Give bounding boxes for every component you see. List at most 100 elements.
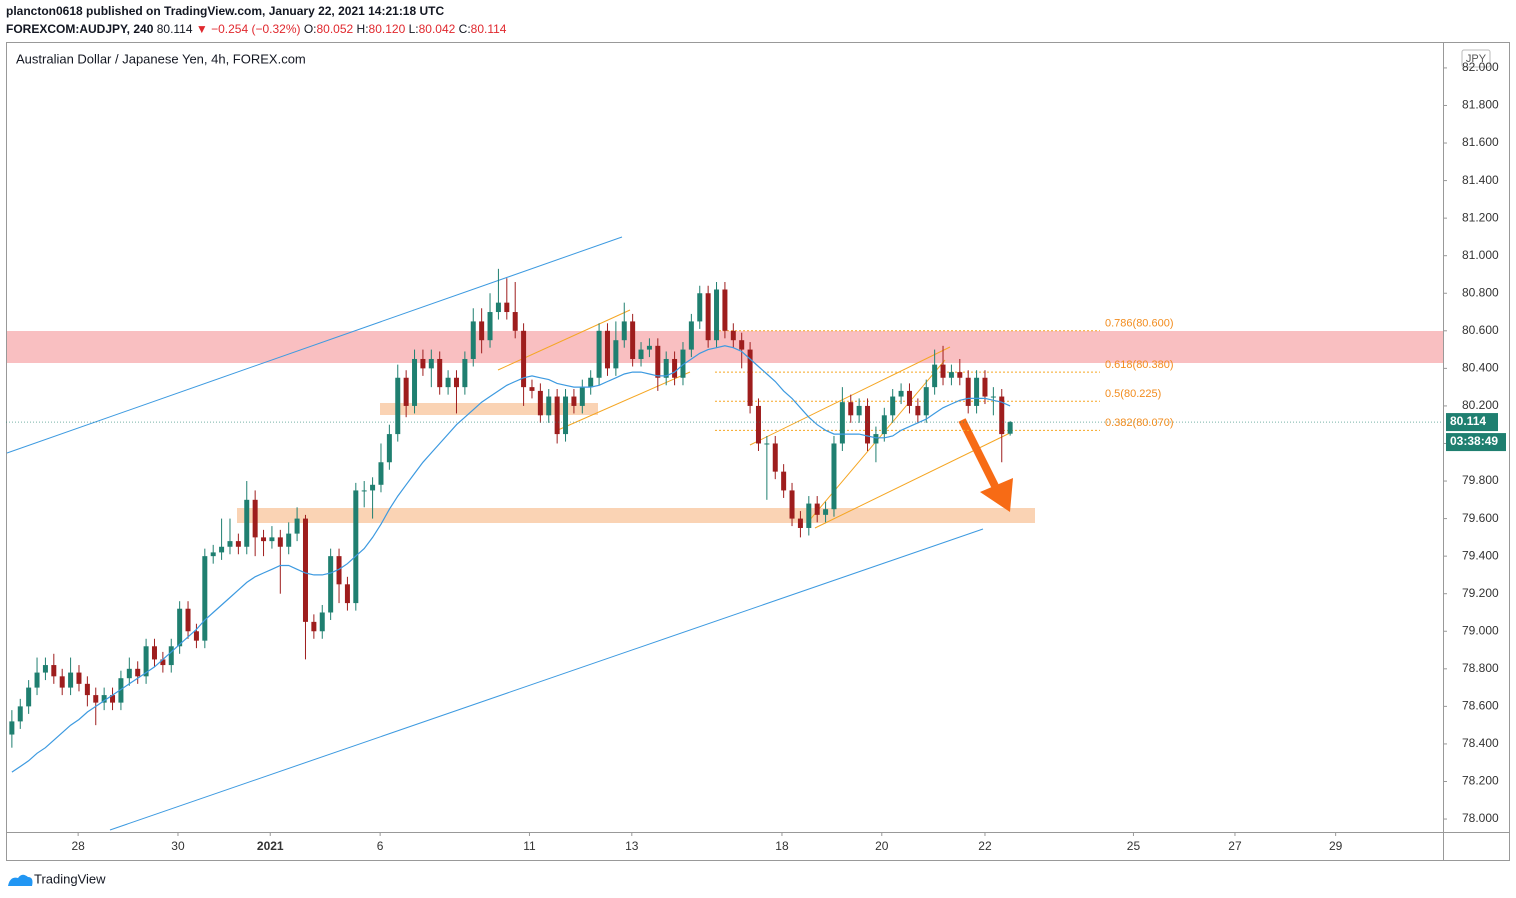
x-tick-label: 20: [875, 839, 889, 853]
y-tick-label: 81.200: [1462, 210, 1499, 224]
y-tick-label: 79.200: [1462, 586, 1499, 600]
candle-body: [386, 434, 392, 463]
candle-body: [722, 289, 728, 331]
candle-body: [957, 372, 963, 378]
candle-body: [235, 541, 241, 547]
y-tick-label: 78.400: [1462, 736, 1499, 750]
candle-body: [252, 499, 258, 538]
fib-label: 0.382(80.070): [1105, 417, 1174, 429]
candle-body: [1007, 422, 1013, 434]
y-tick-label: 78.000: [1462, 811, 1499, 825]
candle-body: [521, 330, 527, 388]
candle-body: [101, 695, 107, 703]
candle-body: [797, 518, 803, 528]
candle-body: [445, 377, 451, 388]
candle-body: [495, 302, 501, 313]
candle-body: [781, 471, 787, 491]
candle-body: [663, 358, 669, 378]
y-tick-label: 78.800: [1462, 661, 1499, 675]
x-tick-label: 11: [523, 839, 536, 853]
candle-body: [42, 665, 48, 673]
support-zone: [380, 403, 598, 415]
candle-body: [370, 484, 376, 491]
candle-body: [302, 518, 308, 622]
candle-body: [630, 321, 636, 359]
candle-body: [504, 302, 510, 313]
candle-body: [135, 668, 141, 677]
ohlc-label: H:: [357, 22, 369, 36]
x-tick-label: 2021: [257, 839, 284, 853]
support-zone: [237, 508, 1035, 523]
candle-body: [537, 390, 543, 416]
candle-body: [93, 695, 99, 703]
candle-body: [84, 683, 90, 696]
candle-body: [881, 415, 887, 435]
ohlc-value: 80.052: [317, 22, 354, 36]
candle-body: [856, 405, 862, 416]
candle-body: [529, 387, 535, 391]
channel-line: [557, 371, 691, 431]
y-tick-label: 81.000: [1462, 248, 1499, 262]
fib-label: 0.786(80.600): [1105, 318, 1174, 330]
currency: JPY: [1466, 53, 1487, 65]
candle-body: [923, 387, 929, 416]
candle-body: [554, 396, 560, 435]
candle-body: [638, 349, 644, 359]
candle-body: [470, 321, 476, 359]
y-tick-label: 79.600: [1462, 511, 1499, 525]
candle-body: [613, 340, 619, 369]
trend-line: [109, 528, 984, 831]
change: ▼ −0.254 (−0.32%): [196, 22, 301, 36]
chart-title: Australian Dollar / Japanese Yen, 4h, FO…: [16, 51, 306, 66]
candle-body: [26, 687, 32, 707]
candle-body: [311, 621, 317, 632]
candle-body: [747, 349, 753, 406]
candle-body: [118, 678, 124, 703]
candle-body: [126, 668, 132, 679]
candle-body: [890, 396, 896, 416]
channel-line: [497, 309, 631, 371]
candle-body: [948, 372, 954, 378]
logo: TradingView: [8, 871, 106, 886]
y-tick-label: 82.000: [1462, 60, 1499, 74]
candle-body: [412, 358, 418, 406]
author-line: plancton0618 published on TradingView.co…: [6, 4, 444, 18]
candle-body: [571, 396, 577, 406]
candle-body: [361, 490, 367, 492]
candle-body: [487, 312, 493, 341]
candle-body: [34, 672, 40, 688]
candle-body: [563, 396, 569, 435]
candle-body: [755, 405, 761, 444]
brand: TradingView: [34, 871, 106, 886]
y-tick-label: 80.200: [1462, 398, 1499, 412]
y-tick-label: 79.000: [1462, 623, 1499, 637]
candle-body: [378, 462, 384, 485]
x-tick-label: 28: [71, 839, 85, 853]
candle-body: [965, 377, 971, 406]
candle-body: [110, 695, 116, 703]
candle-body: [210, 552, 216, 557]
ohlc-value: 80.114: [471, 22, 507, 36]
candle-body: [277, 537, 283, 547]
candle-body: [17, 706, 23, 722]
candle-body: [688, 321, 694, 350]
candle-body: [177, 608, 183, 647]
candle-body: [932, 364, 938, 388]
candle-body: [714, 289, 720, 341]
candle-body: [839, 402, 845, 444]
candle-body: [831, 443, 837, 510]
candle-body: [453, 377, 459, 388]
y-tick-label: 80.600: [1462, 323, 1499, 337]
candle-body: [512, 312, 518, 331]
candle-body: [59, 676, 65, 688]
symbol: FOREXCOM:AUDJPY, 240: [6, 22, 154, 36]
candle-body: [974, 377, 980, 406]
candle-body: [9, 721, 15, 735]
candle-body: [193, 631, 199, 641]
y-tick-label: 78.600: [1462, 699, 1499, 713]
price: 80.114: [157, 22, 193, 36]
candle-body: [672, 358, 678, 378]
candle-body: [806, 503, 812, 528]
y-tick-label: 78.200: [1462, 774, 1499, 788]
